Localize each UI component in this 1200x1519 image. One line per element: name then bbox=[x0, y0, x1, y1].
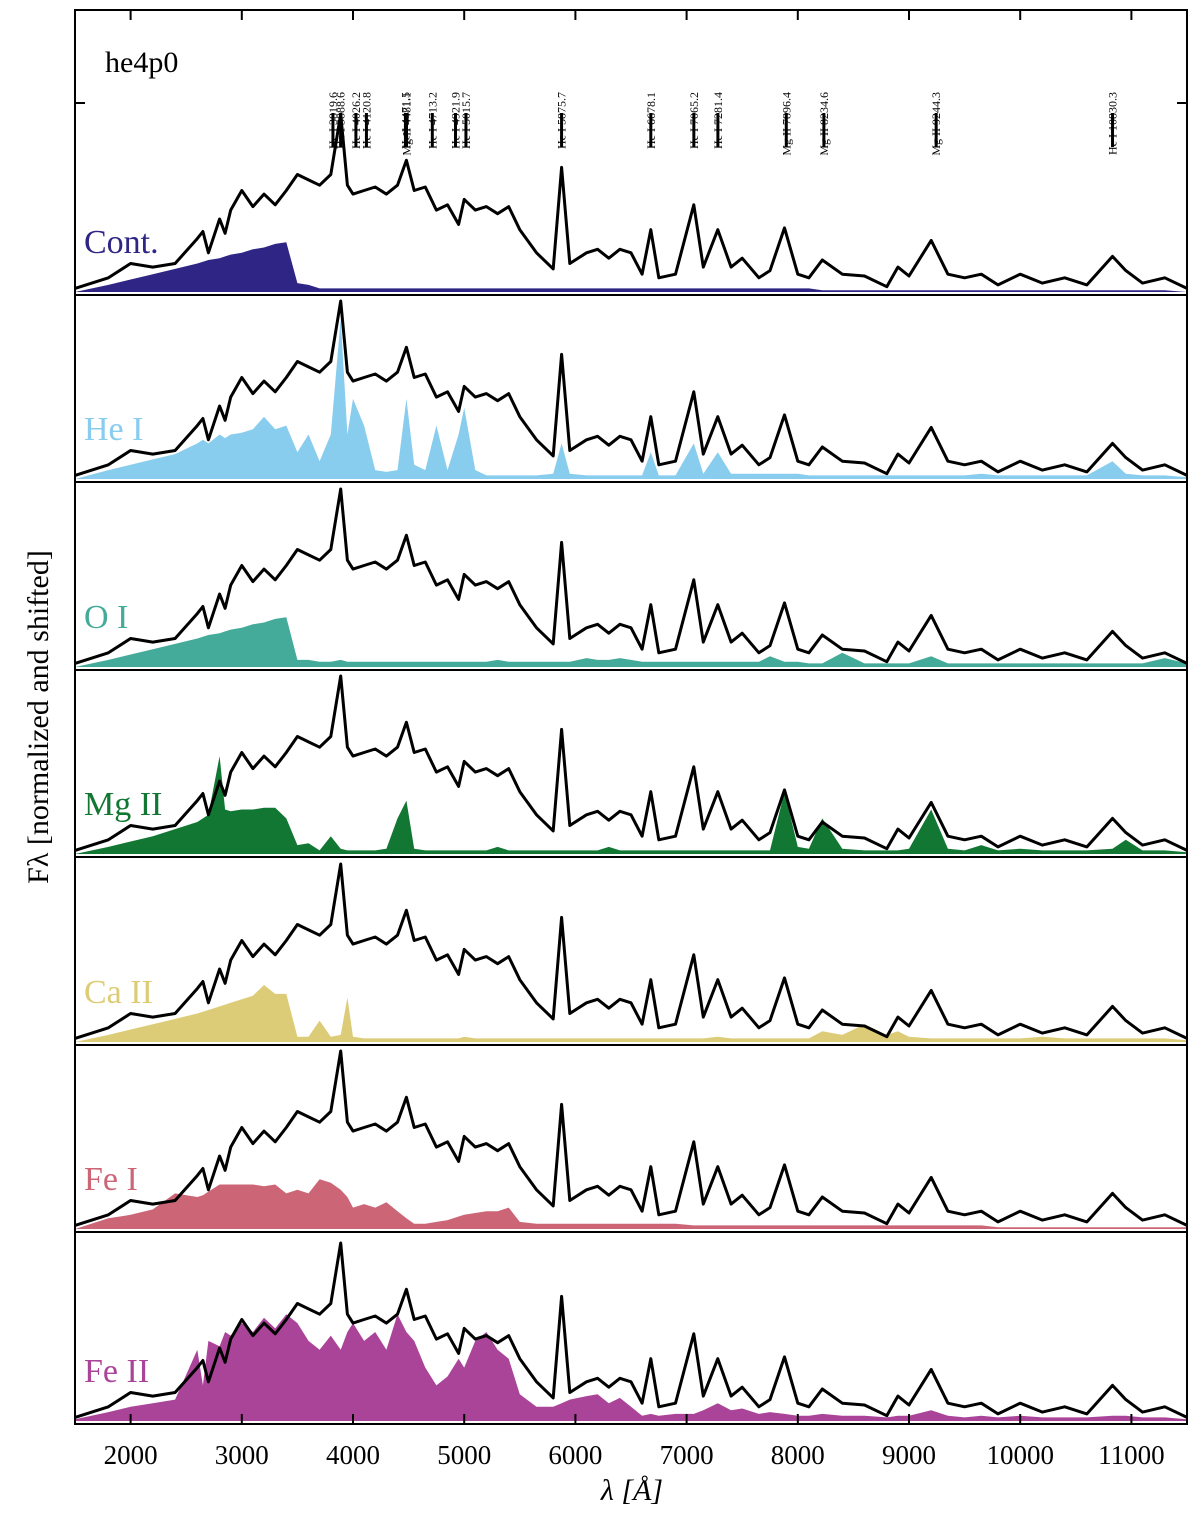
x-tick-label: 3000 bbox=[215, 1440, 269, 1470]
species-area bbox=[75, 985, 1187, 1042]
total-spectrum bbox=[74, 862, 1188, 1040]
line-label: He I 4120.8 bbox=[359, 92, 373, 149]
x-tick-label: 4000 bbox=[326, 1440, 380, 1470]
line-label: He I 5015.7 bbox=[459, 92, 473, 149]
y-axis-label: Fλ [normalized and shifted] bbox=[22, 550, 55, 884]
species-label: Ca II bbox=[84, 974, 153, 1011]
x-axis-label: λ [Å] bbox=[600, 1474, 663, 1507]
line-label: He I 6678.1 bbox=[644, 92, 658, 149]
model-name: he4p0 bbox=[105, 46, 178, 79]
x-tick-label: 6000 bbox=[548, 1440, 602, 1470]
species-label: Cont. bbox=[84, 224, 159, 261]
total-spectrum bbox=[74, 487, 1188, 665]
total-spectrum bbox=[74, 1049, 1188, 1227]
line-label: Mg II 8234.6 bbox=[817, 92, 831, 156]
line-label: Mg II 4481.1 bbox=[399, 92, 413, 156]
line-label: He I 4713.2 bbox=[425, 92, 439, 149]
total-spectrum bbox=[74, 299, 1188, 477]
species-area bbox=[75, 1179, 1187, 1229]
line-label: He I 4026.2 bbox=[349, 92, 363, 149]
line-label: He I 5875.7 bbox=[555, 92, 569, 149]
species-area bbox=[75, 242, 1187, 292]
x-tick-label: 8000 bbox=[771, 1440, 825, 1470]
plot-frame bbox=[74, 9, 1188, 1425]
species-label: He I bbox=[84, 411, 143, 448]
x-tick-label: 10000 bbox=[986, 1440, 1054, 1470]
x-tick-label: 11000 bbox=[1098, 1440, 1165, 1470]
species-area bbox=[75, 318, 1187, 479]
x-tick-label: 2000 bbox=[104, 1440, 158, 1470]
line-label: He I 3888.6 bbox=[334, 92, 348, 149]
species-area bbox=[75, 617, 1187, 667]
total-spectrum bbox=[74, 112, 1188, 290]
line-label: He I 7065.2 bbox=[687, 92, 701, 149]
species-label: Mg II bbox=[84, 786, 162, 823]
x-tick-label: 7000 bbox=[660, 1440, 714, 1470]
species-area bbox=[75, 756, 1187, 854]
species-label: Fe II bbox=[84, 1353, 149, 1390]
line-label: Mg II 7896.4 bbox=[779, 92, 793, 156]
species-label: O I bbox=[84, 599, 128, 636]
line-label: He I 10830.3 bbox=[1106, 92, 1120, 155]
x-tick-label: 5000 bbox=[437, 1440, 491, 1470]
total-spectrum bbox=[74, 674, 1188, 852]
line-label: He I 4921.9 bbox=[449, 92, 463, 149]
line-label: He I 7281.4 bbox=[711, 92, 725, 149]
line-label: He I 3819.6 bbox=[326, 92, 340, 149]
line-label: Mg II 9244.3 bbox=[929, 92, 943, 156]
x-tick-label: 9000 bbox=[882, 1440, 936, 1470]
total-spectrum bbox=[74, 1241, 1188, 1419]
species-area bbox=[75, 1314, 1187, 1421]
species-label: Fe I bbox=[84, 1161, 138, 1198]
